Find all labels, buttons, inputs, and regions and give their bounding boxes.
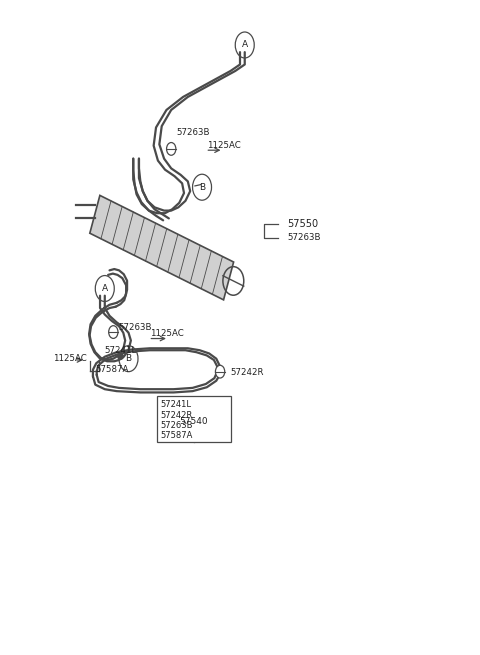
Text: B: B bbox=[125, 354, 132, 363]
Text: 1125AC: 1125AC bbox=[53, 354, 86, 363]
Text: 57550: 57550 bbox=[288, 219, 319, 229]
Text: 57242R: 57242R bbox=[230, 369, 264, 377]
Text: 57263B: 57263B bbox=[161, 421, 193, 430]
Text: 57263B: 57263B bbox=[288, 233, 321, 242]
Text: 57587A: 57587A bbox=[161, 432, 193, 440]
Circle shape bbox=[167, 143, 176, 155]
Text: 1125AC: 1125AC bbox=[207, 141, 240, 150]
Text: 57242R: 57242R bbox=[161, 411, 193, 420]
Text: 57263B: 57263B bbox=[118, 323, 152, 332]
Text: A: A bbox=[242, 41, 248, 50]
Text: 57241L: 57241L bbox=[161, 400, 192, 409]
Text: A: A bbox=[102, 284, 108, 293]
Text: 57241L: 57241L bbox=[105, 346, 137, 355]
Text: 1125AC: 1125AC bbox=[150, 329, 184, 339]
FancyBboxPatch shape bbox=[157, 396, 230, 442]
Text: 57587A: 57587A bbox=[96, 365, 129, 374]
Text: 57263B: 57263B bbox=[176, 128, 209, 137]
Text: B: B bbox=[199, 183, 205, 192]
Circle shape bbox=[216, 365, 225, 378]
Polygon shape bbox=[90, 195, 234, 300]
Circle shape bbox=[108, 326, 118, 339]
Text: 57540: 57540 bbox=[180, 417, 208, 426]
